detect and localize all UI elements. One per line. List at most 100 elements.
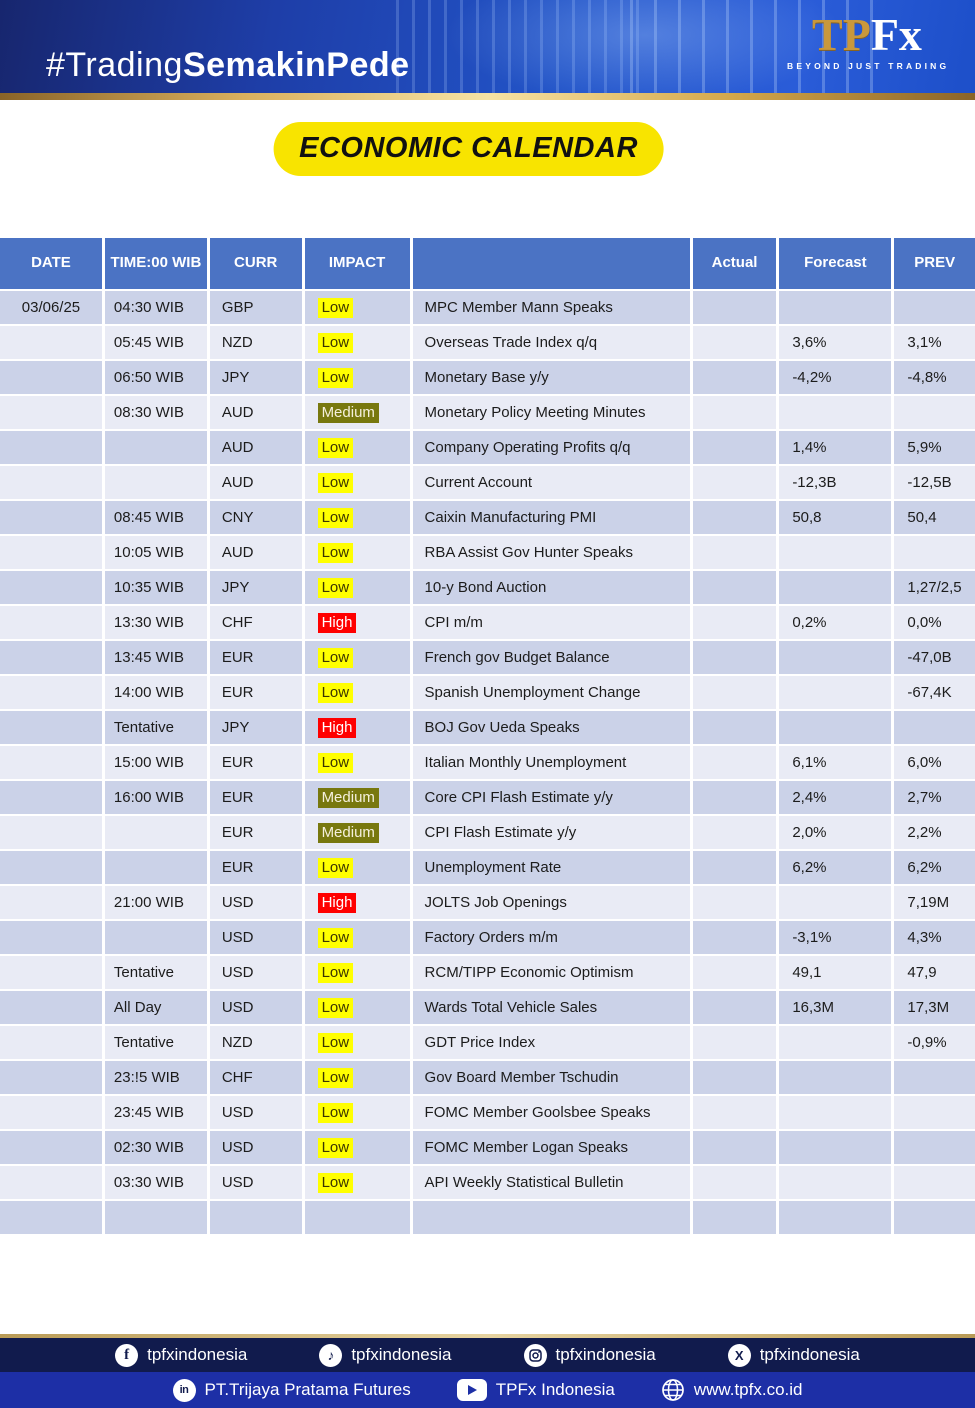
col-header-date: DATE <box>0 238 102 289</box>
cell-date <box>0 781 102 814</box>
cell-forecast <box>779 1026 892 1059</box>
cell-impact: Low <box>304 291 410 324</box>
cell-time: 23:!5 WIB <box>104 1061 207 1094</box>
cell-event: French gov Budget Balance <box>412 641 690 674</box>
cell-curr: EUR <box>209 816 302 849</box>
youtube-channel: TPFx Indonesia <box>495 1380 615 1399</box>
cell-date <box>0 641 102 674</box>
cell-impact: Medium <box>304 396 410 429</box>
cell-curr: USD <box>209 956 302 989</box>
cell-forecast <box>779 641 892 674</box>
col-header-actual: Actual <box>692 238 777 289</box>
cell-curr: EUR <box>209 851 302 884</box>
cell-prev <box>894 1096 975 1129</box>
cell-forecast <box>779 396 892 429</box>
cell-event: 10-y Bond Auction <box>412 571 690 604</box>
cell-impact: Low <box>304 1096 410 1129</box>
cell-date <box>0 991 102 1024</box>
cell-prev: 0,0% <box>894 606 975 639</box>
cell-prev: 17,3M <box>894 991 975 1024</box>
cell-event: Monetary Base y/y <box>412 361 690 394</box>
social-handle: tpfxindonesia <box>759 1345 860 1364</box>
table-row: Tentative JPY High BOJ Gov Ueda Speaks <box>0 711 975 744</box>
cell-curr: NZD <box>209 326 302 359</box>
cell-event: CPI m/m <box>412 606 690 639</box>
cell-time: 08:30 WIB <box>104 396 207 429</box>
cell-impact: High <box>304 886 410 919</box>
cell-actual <box>692 921 777 954</box>
cell-time: 13:45 WIB <box>104 641 207 674</box>
cell-impact: Low <box>304 361 410 394</box>
cell-time <box>104 431 207 464</box>
page-title-badge: ECONOMIC CALENDAR <box>273 122 664 176</box>
cell-impact: Low <box>304 431 410 464</box>
table-row: 14:00 WIB EUR Low Spanish Unemployment Chan… <box>0 676 975 709</box>
cell-forecast <box>779 1201 892 1234</box>
social-item-x: X tpfxindonesia <box>727 1343 860 1367</box>
chart-bars-decoration <box>390 0 640 93</box>
impact-chip: Medium <box>317 787 379 808</box>
cell-date <box>0 746 102 779</box>
tpfx-logo: TPFx BEYOND JUST TRADING <box>787 12 947 72</box>
impact-chip: Low <box>317 1137 354 1158</box>
cell-date <box>0 1166 102 1199</box>
impact-chip: Low <box>317 542 354 563</box>
cell-time <box>104 1201 207 1234</box>
table-row: 15:00 WIB EUR Low Italian Monthly Unemploym… <box>0 746 975 779</box>
cell-time: All Day <box>104 991 207 1024</box>
cell-prev: 2,7% <box>894 781 975 814</box>
table-row: 23:45 WIB USD Low FOMC Member Goolsbee Spea… <box>0 1096 975 1129</box>
company-name: PT.Trijaya Pratama Futures <box>204 1380 411 1399</box>
cell-actual <box>692 851 777 884</box>
cell-time: 08:45 WIB <box>104 501 207 534</box>
cell-curr: USD <box>209 921 302 954</box>
cell-time: Tentative <box>104 956 207 989</box>
col-header-prev: PREV <box>894 238 975 289</box>
cell-curr: AUD <box>209 536 302 569</box>
cell-date <box>0 1096 102 1129</box>
cell-impact <box>304 1201 410 1234</box>
cell-forecast: 16,3M <box>779 991 892 1024</box>
social-handle: tpfxindonesia <box>351 1345 452 1364</box>
cell-time: 23:45 WIB <box>104 1096 207 1129</box>
table-row: 23:!5 WIB CHF Low Gov Board Member Tschudin <box>0 1061 975 1094</box>
hashtag-light-part: #Trading <box>46 46 183 84</box>
globe-icon <box>661 1378 685 1402</box>
cell-actual <box>692 466 777 499</box>
cell-forecast <box>779 1131 892 1164</box>
cell-impact: Low <box>304 1166 410 1199</box>
cell-event: FOMC Member Logan Speaks <box>412 1131 690 1164</box>
cell-event: FOMC Member Goolsbee Speaks <box>412 1096 690 1129</box>
table-row: 13:30 WIB CHF High CPI m/m 0,2% 0,0% <box>0 606 975 639</box>
cell-event: Company Operating Profits q/q <box>412 431 690 464</box>
cell-time: 14:00 WIB <box>104 676 207 709</box>
cell-event: Overseas Trade Index q/q <box>412 326 690 359</box>
social-item-facebook: f tpfxindonesia <box>115 1343 248 1367</box>
cell-forecast <box>779 1061 892 1094</box>
cell-event: Factory Orders m/m <box>412 921 690 954</box>
cell-event: Gov Board Member Tschudin <box>412 1061 690 1094</box>
cell-impact: Low <box>304 956 410 989</box>
cell-time: 21:00 WIB <box>104 886 207 919</box>
social-handle: tpfxindonesia <box>147 1345 248 1364</box>
cell-time: 16:00 WIB <box>104 781 207 814</box>
impact-chip: Low <box>317 927 354 948</box>
footer-social-bar: f tpfxindonesia ♪ tpfxindonesia tpfxindo… <box>0 1338 975 1372</box>
cell-date: 03/06/25 <box>0 291 102 324</box>
cell-forecast: 1,4% <box>779 431 892 464</box>
gold-divider <box>0 93 975 100</box>
cell-date <box>0 536 102 569</box>
tpfx-wordmark: TPFx <box>787 12 947 58</box>
social-item-instagram: tpfxindonesia <box>523 1343 656 1367</box>
cell-time: Tentative <box>104 711 207 744</box>
cell-curr: NZD <box>209 1026 302 1059</box>
cell-actual <box>692 1061 777 1094</box>
cell-impact: Low <box>304 676 410 709</box>
impact-chip: Low <box>317 1172 354 1193</box>
impact-chip: Medium <box>317 822 379 843</box>
cell-actual <box>692 746 777 779</box>
cell-prev: 7,19M <box>894 886 975 919</box>
cell-curr: USD <box>209 1131 302 1164</box>
logo-tp-text: TP <box>812 9 871 60</box>
cell-actual <box>692 1166 777 1199</box>
